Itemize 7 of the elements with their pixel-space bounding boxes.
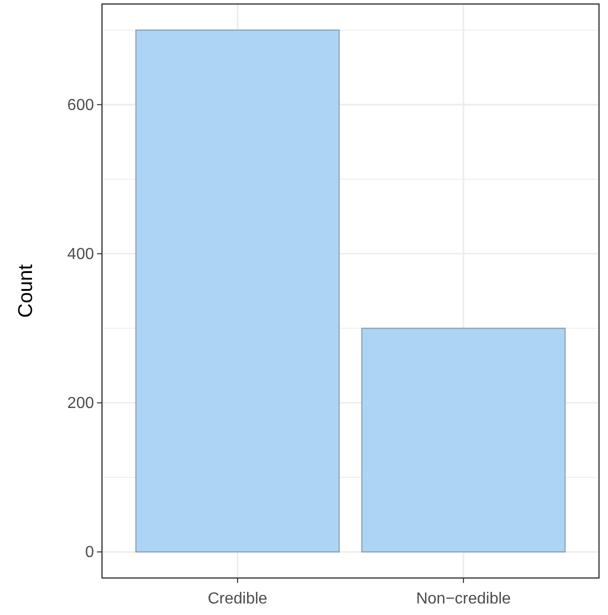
y-tick-label: 0 [85,544,94,562]
y-tick-label: 400 [67,246,94,263]
y-tick-label: 200 [67,394,94,412]
y-axis-title: Count [15,264,37,318]
y-tick-label: 600 [67,96,94,114]
x-tick-label: Non−credible [416,590,511,608]
x-tick-label: Credible [208,590,268,608]
